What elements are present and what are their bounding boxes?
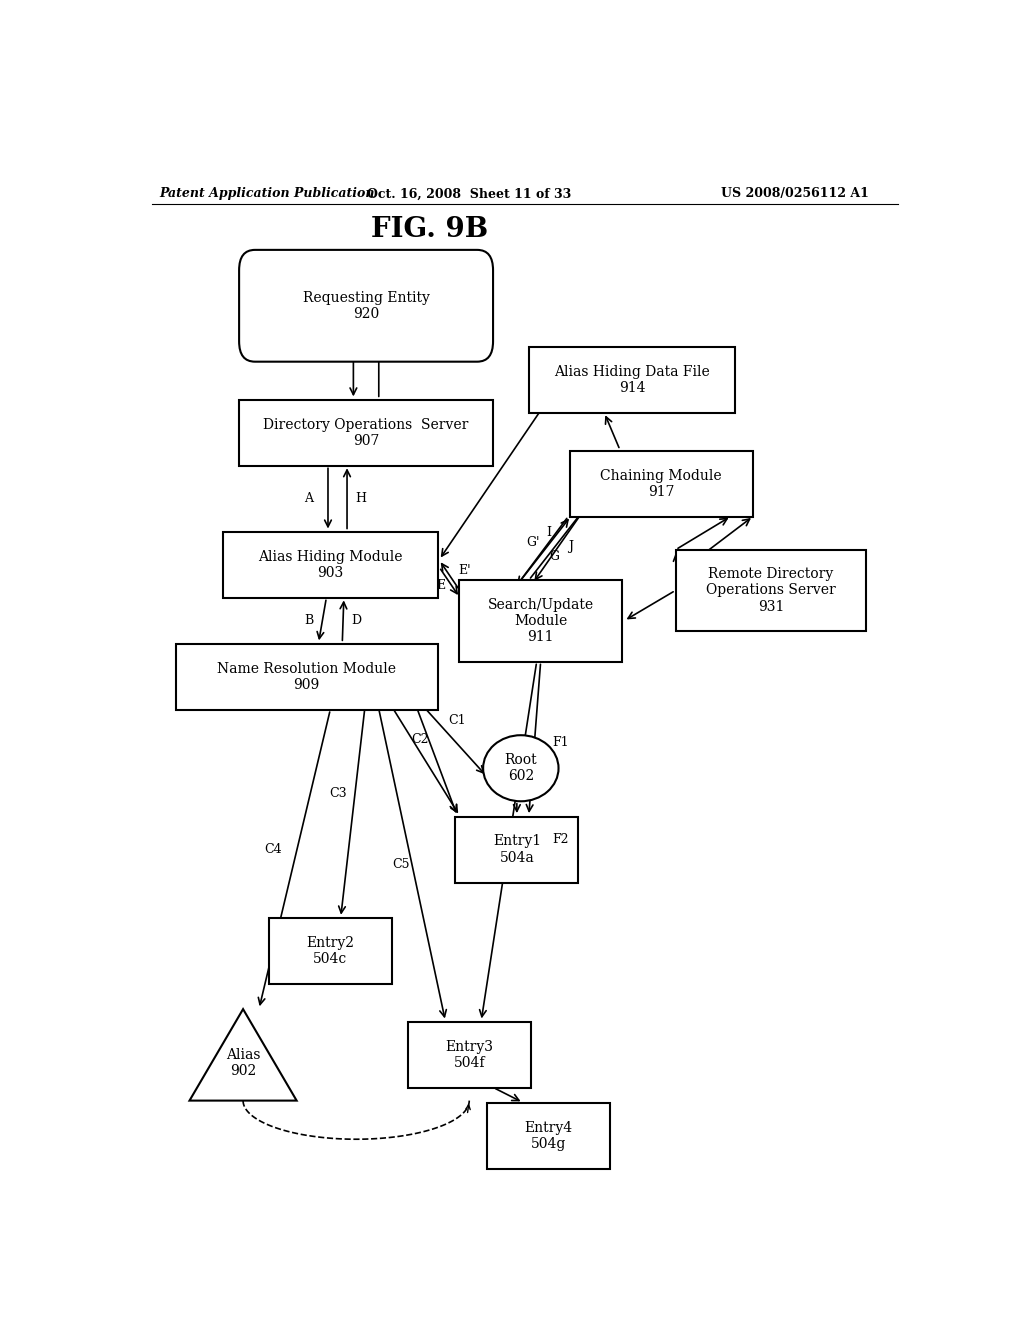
FancyBboxPatch shape	[456, 817, 579, 883]
Text: C1: C1	[449, 714, 466, 727]
Text: C3: C3	[330, 787, 347, 800]
Text: B: B	[304, 614, 313, 627]
FancyBboxPatch shape	[528, 347, 735, 413]
Text: F1: F1	[552, 737, 568, 750]
Text: D: D	[351, 614, 361, 627]
Text: Alias Hiding Data File
914: Alias Hiding Data File 914	[554, 364, 710, 395]
FancyBboxPatch shape	[176, 644, 437, 710]
Text: Directory Operations  Server
907: Directory Operations Server 907	[263, 417, 469, 447]
Ellipse shape	[483, 735, 558, 801]
FancyBboxPatch shape	[408, 1022, 530, 1088]
Text: Search/Update
Module
911: Search/Update Module 911	[487, 598, 594, 644]
Text: Alias
902: Alias 902	[226, 1048, 260, 1078]
Text: FIG. 9B: FIG. 9B	[371, 216, 488, 243]
Text: C5: C5	[392, 858, 410, 871]
Text: I: I	[546, 525, 551, 539]
Text: Name Resolution Module
909: Name Resolution Module 909	[217, 661, 396, 692]
Text: Entry1
504a: Entry1 504a	[493, 834, 541, 865]
Text: G': G'	[526, 536, 540, 549]
Text: E': E'	[458, 564, 471, 577]
Text: Alias Hiding Module
903: Alias Hiding Module 903	[258, 550, 402, 579]
Text: Requesting Entity
920: Requesting Entity 920	[303, 290, 429, 321]
Text: C4: C4	[264, 843, 282, 857]
Text: F2: F2	[552, 833, 568, 846]
FancyBboxPatch shape	[460, 581, 622, 661]
Text: Entry2
504c: Entry2 504c	[306, 936, 354, 966]
Text: J: J	[568, 540, 573, 553]
Text: Root
602: Root 602	[505, 754, 538, 783]
FancyBboxPatch shape	[487, 1104, 610, 1170]
Text: Chaining Module
917: Chaining Module 917	[600, 469, 722, 499]
Text: US 2008/0256112 A1: US 2008/0256112 A1	[721, 187, 868, 201]
Text: Oct. 16, 2008  Sheet 11 of 33: Oct. 16, 2008 Sheet 11 of 33	[368, 187, 571, 201]
Text: Entry3
504f: Entry3 504f	[445, 1040, 494, 1071]
Text: E: E	[436, 578, 445, 591]
Text: Entry4
504g: Entry4 504g	[524, 1121, 572, 1151]
Text: C2: C2	[412, 734, 429, 746]
FancyBboxPatch shape	[269, 919, 392, 985]
FancyBboxPatch shape	[239, 249, 494, 362]
FancyBboxPatch shape	[223, 532, 437, 598]
Text: Remote Directory
Operations Server
931: Remote Directory Operations Server 931	[706, 568, 836, 614]
FancyBboxPatch shape	[570, 450, 753, 516]
FancyBboxPatch shape	[676, 549, 866, 631]
Text: H: H	[355, 492, 366, 506]
FancyBboxPatch shape	[239, 400, 494, 466]
Text: Patent Application Publication: Patent Application Publication	[160, 187, 375, 201]
Polygon shape	[189, 1008, 297, 1101]
Text: G: G	[549, 550, 559, 564]
Text: A: A	[304, 492, 313, 506]
